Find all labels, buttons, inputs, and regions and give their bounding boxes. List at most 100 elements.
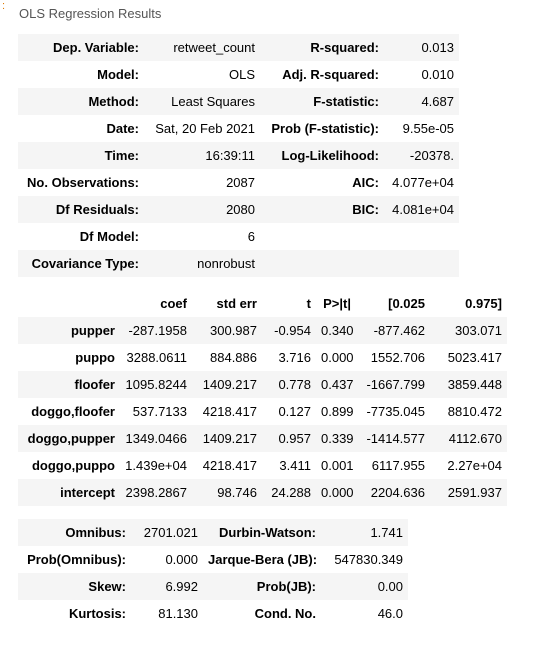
cell-value: 0.899 bbox=[321, 404, 354, 419]
row-label: Cond. No. bbox=[254, 606, 316, 621]
row-label: Jarque-Bera (JB): bbox=[208, 552, 318, 567]
cell-value: 98.746 bbox=[192, 479, 262, 506]
row-label: doggo,puppo bbox=[31, 458, 115, 473]
coefficient-row: doggo,puppo 1.439e+04 4218.417 3.411 0.001 61… bbox=[18, 452, 507, 479]
row-label: Date: bbox=[106, 121, 139, 136]
cell-value: -1414.577 bbox=[356, 425, 430, 452]
summary-row: Dep. Variable: retweet_count R-squared: 0.0… bbox=[18, 34, 459, 61]
coefficient-row: puppo 3288.0611 884.886 3.716 0.000 1552.706 5… bbox=[18, 344, 507, 371]
cell-value: Sat, 20 Feb 2021 bbox=[155, 121, 255, 136]
row-label: Dep. Variable: bbox=[18, 34, 144, 61]
cell-value: 4218.417 bbox=[202, 458, 257, 473]
cell-value: 4.687 bbox=[384, 88, 459, 115]
cell-value: 8810.472 bbox=[447, 404, 502, 419]
row-label: F-statistic: bbox=[260, 88, 384, 115]
row-label: No. Observations: bbox=[27, 175, 139, 190]
row-label: Time: bbox=[18, 142, 144, 169]
row-label: Method: bbox=[18, 88, 144, 115]
cell-value: 0.340 bbox=[316, 317, 356, 344]
cell-value: 16:39:11 bbox=[144, 142, 260, 169]
cell-value: 0.437 bbox=[316, 371, 356, 398]
cell-value: 1.439e+04 bbox=[125, 458, 187, 473]
row-label: R-squared: bbox=[260, 34, 384, 61]
diagnostic-row: Kurtosis: 81.130 Cond. No. 46.0 bbox=[18, 600, 408, 627]
summary-row: Model: OLS Adj. R-squared: 0.010 bbox=[18, 61, 459, 88]
diagnostic-row: Omnibus: 2701.021 Durbin-Watson: 1.741 bbox=[18, 519, 408, 546]
coefficient-row: pupper -287.1958 300.987 -0.954 0.340 -877.46… bbox=[18, 317, 507, 344]
cell-value: 5023.417 bbox=[447, 350, 502, 365]
row-label: Durbin-Watson: bbox=[203, 519, 321, 546]
cell-value: 3.716 bbox=[278, 350, 311, 365]
cell-value: 4.081e+04 bbox=[384, 196, 459, 223]
cell-value: 2.27e+04 bbox=[447, 458, 502, 473]
row-label: Omnibus: bbox=[18, 519, 131, 546]
column-header: 0.975] bbox=[465, 296, 502, 311]
row-label: Log-Likelihood: bbox=[260, 142, 384, 169]
cell-value: 0.001 bbox=[321, 458, 354, 473]
table-caption: OLS Regression Results bbox=[19, 6, 162, 21]
cell-value: 2398.2867 bbox=[120, 479, 192, 506]
cell-value: 0.339 bbox=[316, 425, 356, 452]
summary-row: Time: 16:39:11 Log-Likelihood: -20378. bbox=[18, 142, 459, 169]
coefficient-row: doggo,pupper 1349.0466 1409.217 0.957 0.339-… bbox=[18, 425, 507, 452]
cell-value: -1667.799 bbox=[356, 371, 430, 398]
cell-value: 537.7133 bbox=[132, 404, 187, 419]
cell-value: 1095.8244 bbox=[120, 371, 192, 398]
row-label: Kurtosis: bbox=[68, 606, 126, 621]
row-label: Skew: bbox=[18, 573, 131, 600]
cell-value: 0.127 bbox=[278, 404, 311, 419]
row-label: doggo,floofer bbox=[31, 404, 115, 419]
row-label: floofer bbox=[18, 371, 120, 398]
cell-value: 3859.448 bbox=[430, 371, 507, 398]
model-summary-table: Dep. Variable: retweet_count R-squared: 0.0… bbox=[18, 34, 459, 277]
cell-value: 0.013 bbox=[384, 34, 459, 61]
cell-value: 1409.217 bbox=[192, 371, 262, 398]
row-label: doggo,pupper bbox=[18, 425, 120, 452]
cell-output-marker: : bbox=[2, 0, 6, 12]
cell-value: -20378. bbox=[384, 142, 459, 169]
cell-value bbox=[384, 250, 459, 277]
cell-value: 9.55e-05 bbox=[402, 121, 454, 136]
cell-value: 300.987 bbox=[192, 317, 262, 344]
row-label: Covariance Type: bbox=[18, 250, 144, 277]
cell-value: 0.010 bbox=[421, 67, 454, 82]
cell-value: 6 bbox=[247, 229, 255, 244]
coefficient-row: floofer 1095.8244 1409.217 0.778 0.437 -1667.… bbox=[18, 371, 507, 398]
summary-row: Date: Sat, 20 Feb 2021 Prob (F-statistic):… bbox=[18, 115, 459, 142]
cell-value: 46.0 bbox=[377, 606, 403, 621]
cell-value: 3.411 bbox=[279, 458, 311, 473]
row-label: BIC: bbox=[260, 196, 384, 223]
cell-value: -877.462 bbox=[356, 317, 430, 344]
row-label: Adj. R-squared: bbox=[282, 67, 379, 82]
cell-value: 6117.955 bbox=[371, 458, 425, 473]
cell-value: 3288.0611 bbox=[126, 350, 188, 365]
diagnostic-row: Prob(Omnibus): 0.000 Jarque-Bera (JB): 5478… bbox=[18, 546, 408, 573]
row-label: Df Model: bbox=[79, 229, 139, 244]
coefficients-header-row: coef std err t P>|t| [0.025 0.975] bbox=[18, 290, 507, 317]
cell-value: 0.778 bbox=[262, 371, 316, 398]
cell-value: 1349.0466 bbox=[120, 425, 192, 452]
cell-value: 2204.636 bbox=[356, 479, 430, 506]
cell-value: 1.741 bbox=[321, 519, 408, 546]
column-header: t bbox=[306, 296, 311, 311]
summary-row: Df Residuals: 2080 BIC: 4.081e+04 bbox=[18, 196, 459, 223]
cell-value: 81.130 bbox=[158, 606, 198, 621]
cell-value: 0.000 bbox=[321, 350, 354, 365]
row-label: puppo bbox=[75, 350, 115, 365]
coefficient-row: doggo,floofer 537.7133 4218.417 0.127 0.899-… bbox=[18, 398, 507, 425]
summary-row: Method: Least Squares F-statistic: 4.687 bbox=[18, 88, 459, 115]
row-label: Prob(Omnibus): bbox=[27, 552, 126, 567]
cell-value: 2080 bbox=[144, 196, 260, 223]
row-label: intercept bbox=[18, 479, 120, 506]
cell-value: 0.000 bbox=[165, 552, 198, 567]
cell-value: 2087 bbox=[226, 175, 255, 190]
cell-value: nonrobust bbox=[144, 250, 260, 277]
cell-value: 547830.349 bbox=[334, 552, 403, 567]
row-label: pupper bbox=[18, 317, 120, 344]
cell-value: retweet_count bbox=[144, 34, 260, 61]
cell-value: 2591.937 bbox=[430, 479, 507, 506]
cell-value: 4112.670 bbox=[430, 425, 507, 452]
row-label bbox=[260, 223, 384, 250]
cell-value: 884.886 bbox=[210, 350, 257, 365]
cell-value: 0.00 bbox=[321, 573, 408, 600]
